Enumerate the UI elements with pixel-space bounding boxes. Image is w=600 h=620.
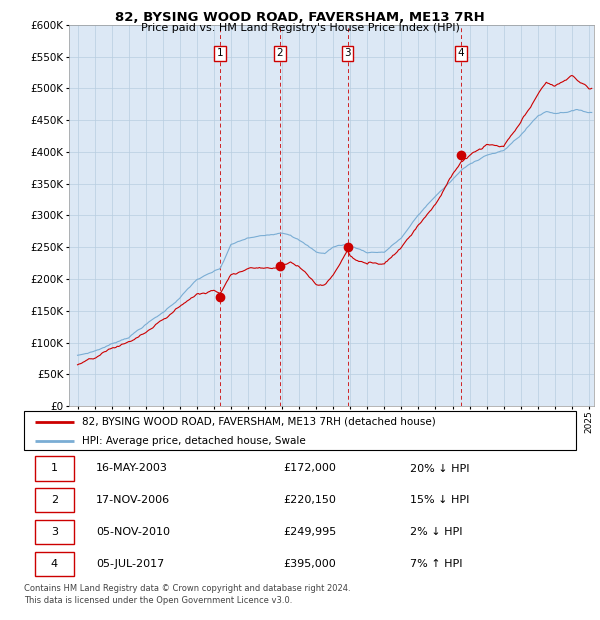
Bar: [35, 520, 74, 544]
Text: 3: 3: [344, 48, 351, 58]
Text: £249,995: £249,995: [283, 527, 337, 537]
Text: 2% ↓ HPI: 2% ↓ HPI: [410, 527, 463, 537]
Text: £220,150: £220,150: [283, 495, 337, 505]
Text: 1: 1: [51, 464, 58, 474]
Text: Contains HM Land Registry data © Crown copyright and database right 2024.
This d: Contains HM Land Registry data © Crown c…: [24, 584, 350, 605]
Text: Price paid vs. HM Land Registry's House Price Index (HPI): Price paid vs. HM Land Registry's House …: [140, 23, 460, 33]
Text: 05-NOV-2010: 05-NOV-2010: [96, 527, 170, 537]
Text: 2: 2: [51, 495, 58, 505]
Bar: [35, 456, 74, 480]
Bar: [35, 552, 74, 576]
Text: 82, BYSING WOOD ROAD, FAVERSHAM, ME13 7RH (detached house): 82, BYSING WOOD ROAD, FAVERSHAM, ME13 7R…: [82, 417, 436, 427]
Text: 05-JUL-2017: 05-JUL-2017: [96, 559, 164, 569]
Text: 16-MAY-2003: 16-MAY-2003: [96, 464, 167, 474]
Text: £172,000: £172,000: [283, 464, 337, 474]
Text: 15% ↓ HPI: 15% ↓ HPI: [410, 495, 470, 505]
Text: 1: 1: [217, 48, 224, 58]
Text: £395,000: £395,000: [283, 559, 336, 569]
Text: 4: 4: [458, 48, 464, 58]
Text: HPI: Average price, detached house, Swale: HPI: Average price, detached house, Swal…: [82, 436, 306, 446]
Text: 4: 4: [51, 559, 58, 569]
Text: 3: 3: [51, 527, 58, 537]
Text: 2: 2: [277, 48, 283, 58]
Text: 82, BYSING WOOD ROAD, FAVERSHAM, ME13 7RH: 82, BYSING WOOD ROAD, FAVERSHAM, ME13 7R…: [115, 11, 485, 24]
Text: 20% ↓ HPI: 20% ↓ HPI: [410, 464, 470, 474]
Bar: [35, 488, 74, 512]
Text: 17-NOV-2006: 17-NOV-2006: [96, 495, 170, 505]
Text: 7% ↑ HPI: 7% ↑ HPI: [410, 559, 463, 569]
